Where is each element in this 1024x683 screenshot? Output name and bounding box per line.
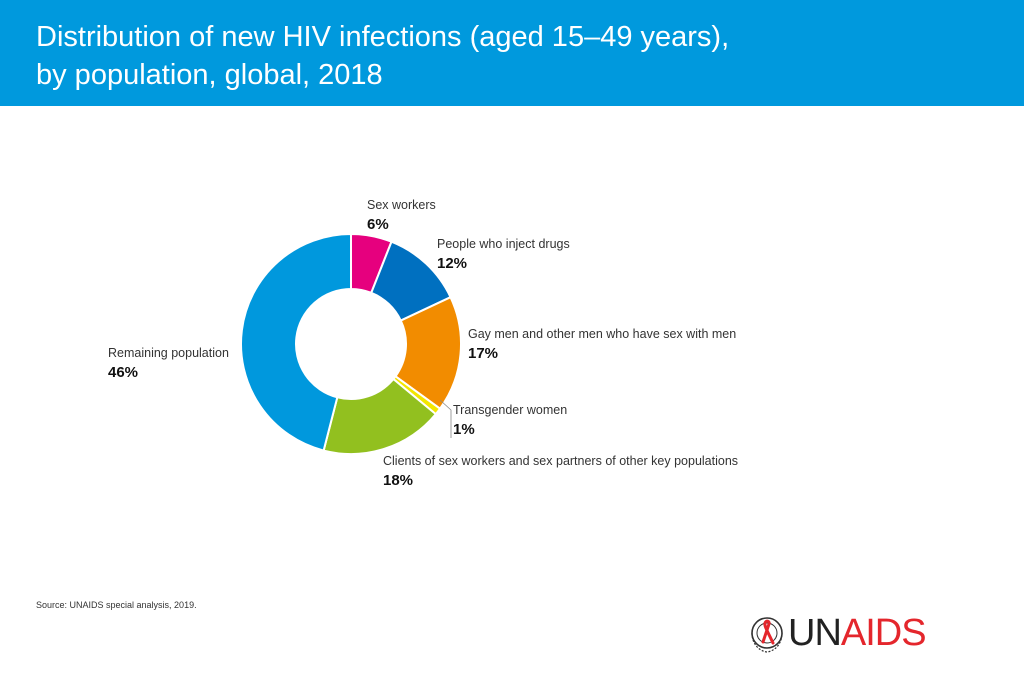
- slice-value-gay-men-msm: 17%: [468, 345, 498, 362]
- page-title-line-1: Distribution of new HIV infections (aged…: [36, 21, 730, 53]
- slice-label-transgender-women: Transgender women: [453, 403, 567, 417]
- logo-un-text: UN: [788, 612, 842, 654]
- slice-label-remaining-population: Remaining population: [108, 346, 229, 360]
- un-emblem-red-ribbon-icon: [751, 617, 783, 653]
- donut-slices: [240, 232, 462, 455]
- slice-value-transgender-women: 1%: [453, 421, 475, 438]
- slice-value-people-who-inject-drugs: 12%: [437, 255, 467, 272]
- unaids-wordmark: UNAIDS: [788, 612, 927, 654]
- slice-label-people-who-inject-drugs: People who inject drugs: [437, 237, 570, 251]
- slice-value-sex-workers: 6%: [367, 216, 389, 233]
- slice-label-sex-workers: Sex workers: [367, 198, 436, 212]
- slice-label-clients-and-partners: Clients of sex workers and sex partners …: [383, 454, 738, 468]
- page-title-line-2: by population, global, 2018: [36, 59, 383, 91]
- logo-aids-text: AIDS: [840, 612, 927, 654]
- title-banner: Distribution of new HIV infections (aged…: [0, 0, 1024, 106]
- slice-value-remaining-population: 46%: [108, 364, 138, 381]
- slice-label-gay-men-msm: Gay men and other men who have sex with …: [468, 327, 736, 341]
- unaids-logo: UNAIDS: [748, 610, 948, 656]
- slice-value-clients-and-partners: 18%: [383, 472, 413, 489]
- leader-lines: [439, 399, 452, 438]
- page-title: Distribution of new HIV infections (aged…: [36, 18, 729, 94]
- slice-remaining-population: [240, 232, 352, 452]
- leader-line-transgender-women: [439, 399, 452, 438]
- source-note: Source: UNAIDS special analysis, 2019.: [36, 600, 197, 610]
